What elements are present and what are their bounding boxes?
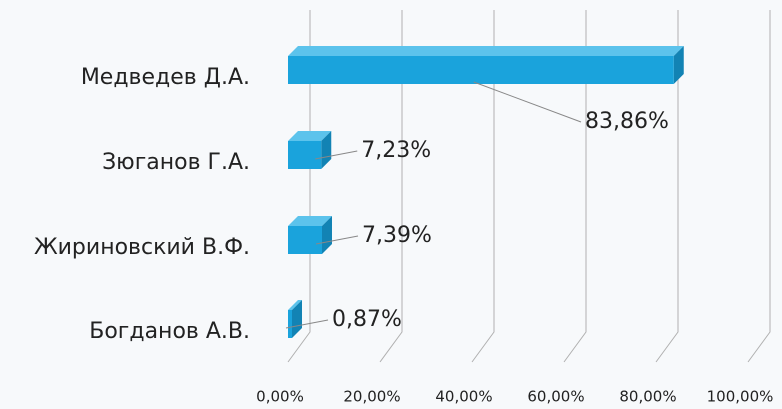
bar-face: [288, 216, 332, 226]
y-tick-label: Медведев Д.А.: [81, 65, 250, 90]
bar-face: [673, 46, 684, 84]
leader-line: [473, 81, 582, 123]
bar-face: [288, 56, 674, 84]
bar-face: [292, 300, 303, 338]
leader-line: [315, 150, 358, 160]
x-tick-label: 0,00%: [256, 388, 304, 406]
bar-face: [321, 131, 332, 169]
grid-line: [655, 10, 679, 363]
bar: [288, 131, 332, 169]
bar-face: [288, 141, 322, 169]
value-label: 0,87%: [332, 307, 402, 332]
x-tick-label: 80,00%: [619, 388, 676, 406]
y-tick-label: Зюганов Г.А.: [102, 150, 250, 175]
grid-line: [747, 10, 771, 363]
leader-line: [285, 319, 329, 329]
bar-face: [288, 46, 684, 56]
grid-line: [379, 10, 403, 363]
bar: [288, 216, 332, 254]
grid-line: [287, 10, 311, 363]
y-tick-label: Жириновский В.Ф.: [34, 235, 250, 260]
y-tick-label: Богданов А.В.: [89, 319, 250, 344]
bar: [288, 300, 303, 338]
x-tick-label: 20,00%: [343, 388, 400, 406]
value-label: 83,86%: [585, 109, 669, 134]
bar-face: [288, 131, 332, 141]
value-label: 7,39%: [362, 223, 432, 248]
grid-line: [563, 10, 587, 363]
bar-face: [321, 216, 332, 254]
grid-line: [471, 10, 495, 363]
x-tick-label: 40,00%: [435, 388, 492, 406]
x-tick-label: 100,00%: [707, 388, 774, 406]
x-tick-label: 60,00%: [527, 388, 584, 406]
bar: [288, 46, 684, 84]
bar-face: [288, 300, 303, 310]
value-label: 7,23%: [361, 138, 431, 163]
bar-face: [288, 310, 293, 338]
bar-face: [288, 226, 322, 254]
leader-line: [315, 235, 359, 245]
